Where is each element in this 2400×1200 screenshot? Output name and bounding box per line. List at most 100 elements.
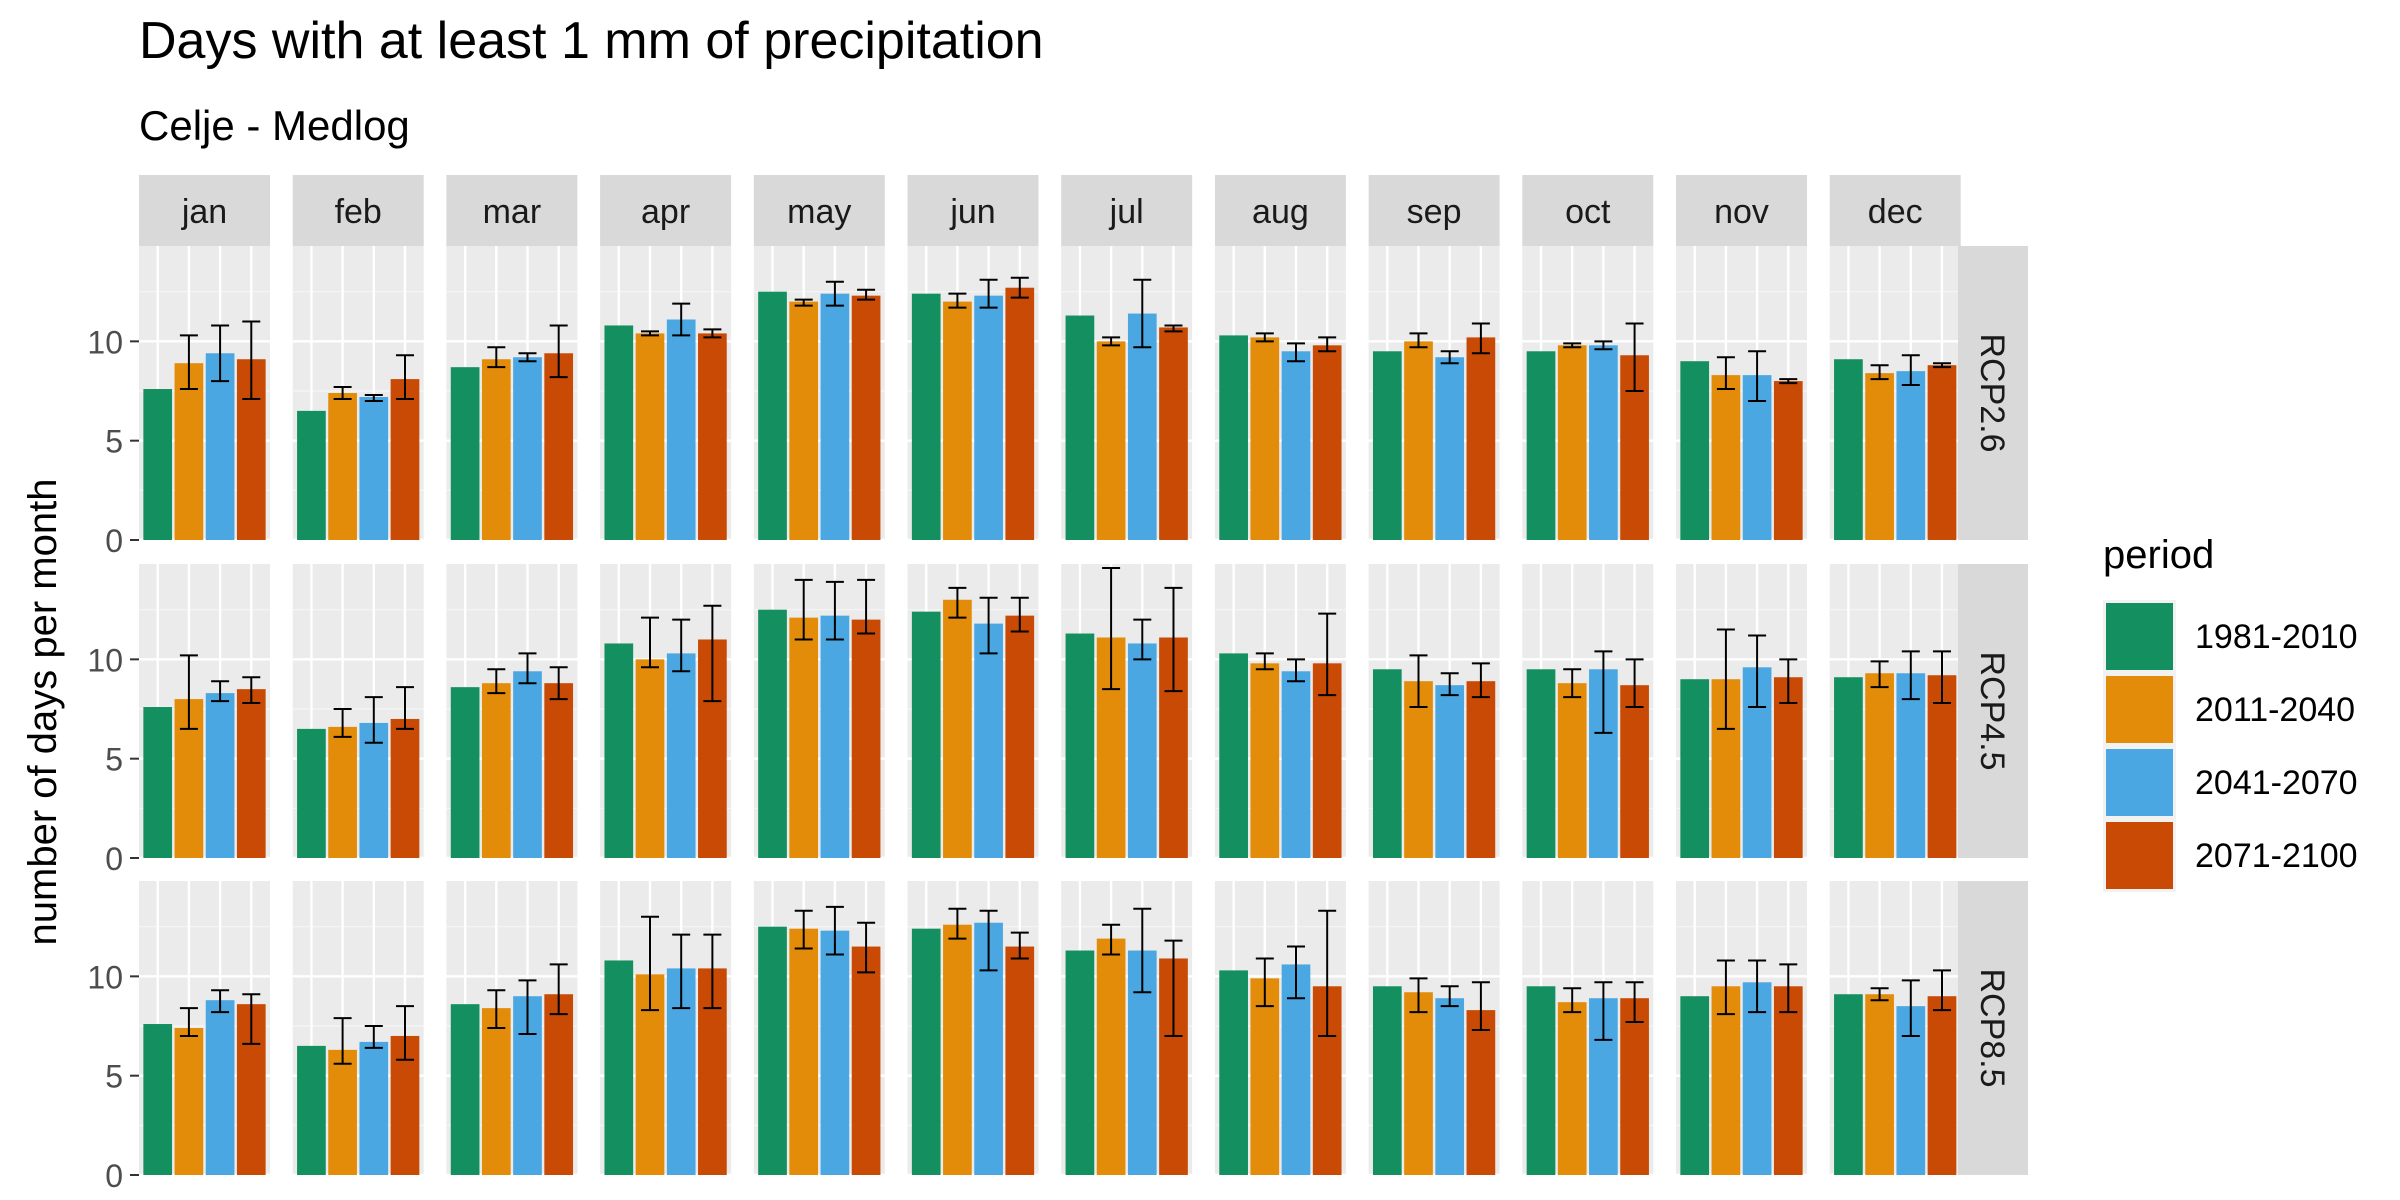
errorbar-RCP2.6-sep-2071-2100 <box>1471 322 1490 355</box>
bar-RCP4.5-jun-1981-2010 <box>911 611 941 858</box>
legend-label-1981-2010: 1981-2010 <box>2195 618 2358 656</box>
bar-RCP2.6-jan-1981-2010 <box>143 389 173 540</box>
errorbar-RCP2.6-jun-2011-2040 <box>948 292 967 309</box>
errorbar-RCP2.6-nov-2071-2100 <box>1779 378 1798 385</box>
bar-RCP8.5-nov-1981-2010 <box>1680 996 1710 1175</box>
chart-subtitle: Celje - Medlog <box>139 102 410 149</box>
legend-label-2011-2040: 2011-2040 <box>2195 691 2355 729</box>
y-tick-label: 10 <box>87 959 123 995</box>
bar-RCP4.5-aug-2041-2070 <box>1281 671 1311 858</box>
facet-panels <box>139 246 1961 1177</box>
bar-RCP4.5-apr-2041-2070 <box>666 653 696 858</box>
errorbar-RCP8.5-mar-2011-2040 <box>487 989 506 1029</box>
bar-RCP2.6-oct-2011-2040 <box>1557 345 1587 540</box>
errorbar-RCP8.5-feb-2041-2070 <box>364 1025 383 1049</box>
errorbar-RCP2.6-sep-2041-2070 <box>1440 350 1459 365</box>
y-tick-label: 5 <box>105 742 123 778</box>
scenario-strip-0 <box>1958 246 2028 540</box>
bar-RCP4.5-may-2041-2070 <box>820 615 850 858</box>
bar-RCP4.5-sep-2071-2100 <box>1466 681 1496 858</box>
errorbar-RCP8.5-jul-2041-2070 <box>1133 907 1152 994</box>
errorbar-RCP8.5-jun-2041-2070 <box>979 909 998 972</box>
y-axis-label: number of days per month <box>21 479 65 946</box>
y-tick-label: 10 <box>87 642 123 678</box>
legend-swatch-2011-2040 <box>2106 676 2173 743</box>
bar-RCP2.6-sep-2071-2100 <box>1466 337 1496 540</box>
month-strip-label-jun: jun <box>949 193 995 231</box>
errorbar-RCP4.5-nov-2041-2070 <box>1748 634 1767 709</box>
errorbar-RCP8.5-dec-2011-2040 <box>1870 987 1889 1002</box>
bar-RCP2.6-nov-2041-2070 <box>1742 375 1772 540</box>
bar-RCP8.5-jul-1981-2010 <box>1065 950 1095 1175</box>
bar-RCP2.6-mar-1981-2010 <box>450 367 480 540</box>
bar-RCP2.6-jun-2041-2070 <box>974 295 1003 540</box>
legend-label-2041-2070: 2041-2070 <box>2195 764 2358 802</box>
month-strip-mar <box>446 175 578 246</box>
errorbar-RCP2.6-dec-2071-2100 <box>1932 362 1951 369</box>
bar-RCP8.5-jan-2011-2040 <box>174 1028 204 1175</box>
errorbar-RCP4.5-oct-2011-2040 <box>1563 668 1582 699</box>
bar-RCP4.5-nov-2071-2100 <box>1773 677 1803 858</box>
errorbar-RCP2.6-aug-2071-2100 <box>1318 336 1337 353</box>
bar-RCP4.5-jun-2011-2040 <box>943 599 972 858</box>
errorbar-RCP4.5-jul-2011-2040 <box>1102 566 1121 691</box>
bar-RCP2.6-jan-2041-2070 <box>205 353 235 540</box>
errorbar-RCP4.5-nov-2071-2100 <box>1779 658 1798 705</box>
bar-RCP8.5-may-2071-2100 <box>851 946 881 1175</box>
errorbar-RCP8.5-nov-2011-2040 <box>1716 959 1735 1016</box>
bar-RCP4.5-dec-2041-2070 <box>1896 673 1926 858</box>
errorbar-RCP2.6-jun-2071-2100 <box>1010 276 1029 299</box>
bar-RCP8.5-oct-2071-2100 <box>1620 998 1649 1175</box>
bar-RCP8.5-may-2041-2070 <box>820 930 850 1175</box>
errorbar-RCP2.6-may-2041-2070 <box>825 280 844 307</box>
month-strips: jan feb mar apr may jun jul aug sep oct nov dec <box>139 175 1961 246</box>
errorbar-RCP4.5-mar-2011-2040 <box>487 668 506 695</box>
errorbar-RCP2.6-apr-2071-2100 <box>703 328 722 339</box>
bar-RCP4.5-mar-1981-2010 <box>450 687 480 858</box>
errorbar-RCP4.5-apr-2071-2100 <box>703 604 722 703</box>
bar-RCP4.5-nov-1981-2010 <box>1680 679 1710 858</box>
month-strip-feb <box>292 175 424 246</box>
errorbar-RCP8.5-aug-2041-2070 <box>1286 945 1305 1000</box>
errorbar-RCP4.5-dec-2041-2070 <box>1901 650 1920 701</box>
errorbar-RCP8.5-dec-2041-2070 <box>1901 979 1920 1037</box>
month-strip-label-sep: sep <box>1407 193 1462 231</box>
errorbar-RCP4.5-jul-2071-2100 <box>1164 586 1183 693</box>
bar-RCP8.5-jun-2071-2100 <box>1005 946 1035 1175</box>
bar-RCP4.5-jan-1981-2010 <box>143 707 173 858</box>
month-strip-label-jul: jul <box>1109 193 1144 231</box>
bar-RCP4.5-mar-2041-2070 <box>513 671 542 858</box>
bar-RCP2.6-apr-2011-2040 <box>635 333 665 540</box>
bar-RCP4.5-feb-1981-2010 <box>297 728 326 858</box>
month-strip-label-feb: feb <box>335 193 382 231</box>
bar-RCP4.5-oct-2011-2040 <box>1557 683 1587 858</box>
bar-RCP4.5-may-2071-2100 <box>851 619 881 858</box>
bar-RCP4.5-apr-1981-2010 <box>604 643 634 858</box>
bar-RCP4.5-jul-1981-2010 <box>1065 633 1095 858</box>
bar-RCP8.5-sep-1981-2010 <box>1372 986 1402 1175</box>
errorbar-RCP8.5-jul-2071-2100 <box>1164 939 1183 1037</box>
bar-RCP2.6-nov-1981-2010 <box>1680 361 1710 540</box>
errorbar-RCP2.6-jan-2071-2100 <box>242 320 261 400</box>
errorbar-RCP8.5-oct-2071-2100 <box>1625 981 1644 1024</box>
bar-RCP2.6-feb-2041-2070 <box>359 396 389 540</box>
bar-RCP8.5-dec-2011-2040 <box>1865 994 1894 1175</box>
month-strip-aug <box>1214 175 1346 246</box>
bar-RCP8.5-dec-2071-2100 <box>1927 996 1957 1175</box>
bar-RCP2.6-jan-2011-2040 <box>174 363 204 540</box>
errorbar-RCP8.5-oct-2041-2070 <box>1594 981 1613 1041</box>
errorbar-RCP2.6-mar-2071-2100 <box>549 324 568 379</box>
errorbar-RCP8.5-apr-2041-2070 <box>672 933 691 1010</box>
bar-RCP2.6-dec-2041-2070 <box>1896 371 1926 540</box>
errorbar-RCP4.5-feb-2041-2070 <box>364 696 383 744</box>
bar-RCP8.5-apr-1981-2010 <box>604 960 634 1175</box>
errorbar-RCP2.6-oct-2011-2040 <box>1563 342 1582 349</box>
errorbar-RCP2.6-jan-2041-2070 <box>211 324 230 383</box>
errorbar-RCP4.5-sep-2041-2070 <box>1440 672 1459 697</box>
bar-RCP8.5-may-2011-2040 <box>789 928 819 1175</box>
bar-RCP2.6-aug-2041-2070 <box>1281 351 1311 540</box>
errorbar-RCP4.5-feb-2011-2040 <box>333 708 352 738</box>
bar-RCP2.6-mar-2041-2070 <box>513 357 542 540</box>
errorbar-RCP8.5-aug-2011-2040 <box>1255 957 1274 1008</box>
y-tick-label: 0 <box>105 1158 123 1194</box>
